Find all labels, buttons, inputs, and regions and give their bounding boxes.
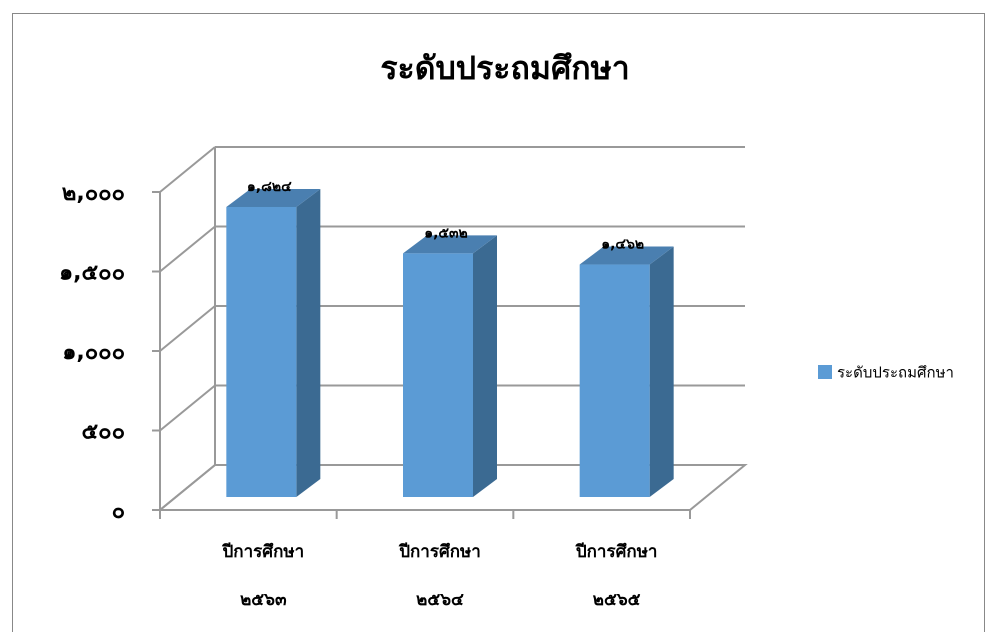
x-tick-label: ปีการศึกษา ๒๕๖๓ [222, 542, 305, 610]
y-tick-label: ๕๐๐ [81, 420, 125, 445]
chart-border [12, 13, 985, 632]
bar-side [649, 246, 674, 497]
side-grid-line [159, 146, 216, 193]
bar [579, 264, 650, 497]
bar [226, 206, 297, 497]
bar-side [473, 235, 497, 498]
y-tick-label: ๑,๐๐๐ [62, 340, 125, 365]
bar-side [296, 188, 321, 497]
side-grid-line [159, 225, 216, 273]
legend-swatch [818, 365, 832, 379]
side-grid-line [159, 464, 216, 511]
chart-title: ระดับประถมศึกษา [380, 49, 629, 87]
x-tick-label: ปีการศึกษา ๒๕๖๔ [399, 542, 481, 610]
side-grid-line [159, 384, 216, 432]
x-tick-label: ปีการศึกษา ๒๕๖๕ [575, 542, 658, 610]
legend-label: ระดับประถมศึกษา [837, 364, 954, 382]
bar-top [403, 235, 497, 254]
value-label: ๑,๘๒๔ [247, 179, 292, 195]
bar [403, 253, 473, 497]
y-tick-label: ๑,๕๐๐ [59, 261, 125, 286]
bar-top [579, 246, 674, 265]
value-label: ๑,๕๓๒ [424, 225, 468, 241]
y-tick-label: ๐ [112, 499, 125, 524]
bar-top [226, 188, 321, 207]
side-grid-line [159, 305, 216, 352]
value-label: ๑,๔๖๒ [601, 237, 644, 253]
y-tick-label: ๒,๐๐๐ [62, 181, 125, 206]
